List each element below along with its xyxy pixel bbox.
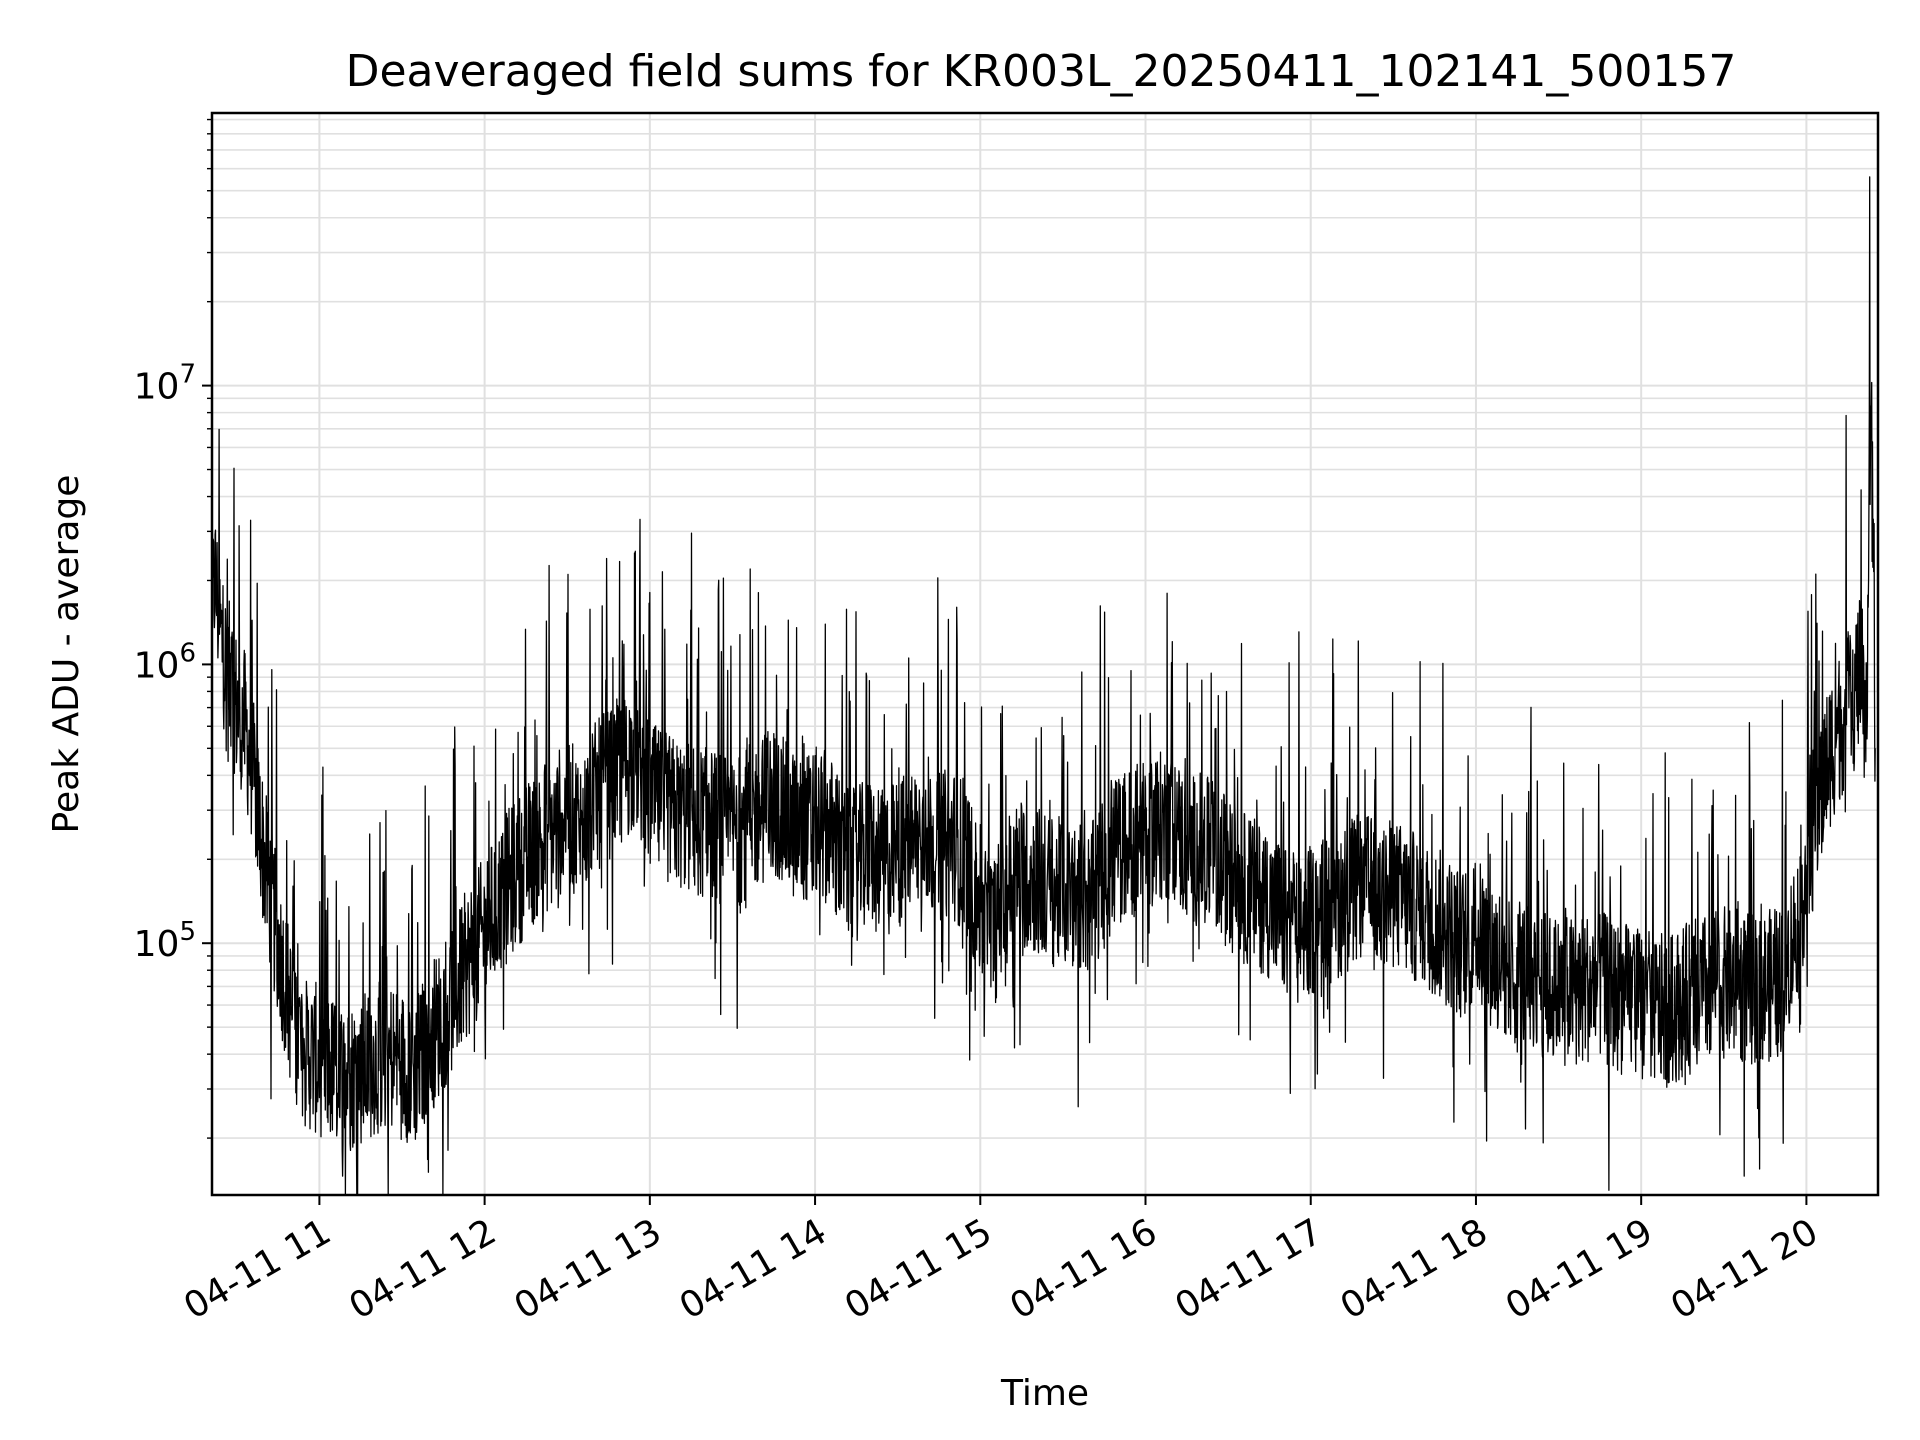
x-tick-label: 04-11 12 <box>342 1211 503 1327</box>
chart-title: Deaveraged field sums for KR003L_2025041… <box>346 46 1737 97</box>
x-tick-label: 04-11 14 <box>673 1211 834 1327</box>
x-tick-label: 04-11 15 <box>838 1211 999 1327</box>
y-axis-label: Peak ADU - average <box>46 475 87 834</box>
x-tick-label: 04-11 20 <box>1664 1211 1825 1327</box>
x-tick-label: 04-11 19 <box>1499 1211 1660 1327</box>
series-layer <box>211 176 1876 1196</box>
x-tick-label: 04-11 11 <box>177 1211 338 1327</box>
y-tick-label: 107 <box>134 360 196 408</box>
x-tick-label: 04-11 18 <box>1334 1211 1495 1327</box>
x-tick-label: 04-11 17 <box>1169 1211 1330 1327</box>
grid-layer <box>212 113 1878 1195</box>
x-tick-label: 04-11 16 <box>1003 1211 1164 1327</box>
series-line-0 <box>211 176 1876 1196</box>
x-tick-label: 04-11 13 <box>508 1211 669 1327</box>
y-tick-label: 106 <box>134 638 196 686</box>
x-axis-label: Time <box>1000 1373 1089 1414</box>
plot-area-frame <box>210 111 1880 1197</box>
y-tick-label: 105 <box>134 917 196 965</box>
